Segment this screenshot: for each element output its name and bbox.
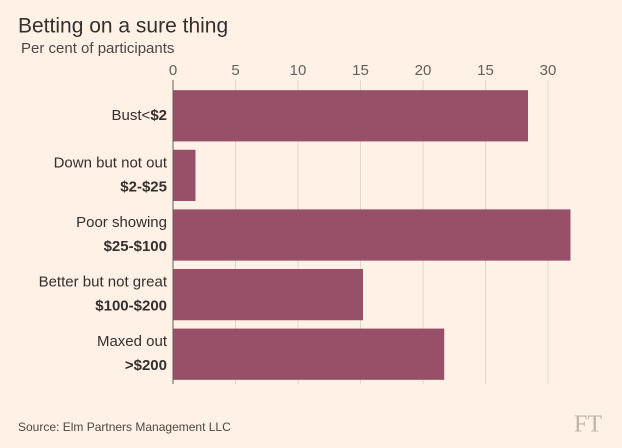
chart-subtitle: Per cent of participants — [21, 40, 174, 57]
y-tick-label: Poor showing $25-$100 — [76, 214, 167, 255]
y-tick-label: Maxed out >$200 — [97, 333, 168, 374]
x-tick-label: 10 — [290, 62, 307, 79]
bar — [173, 90, 528, 142]
category-range: $100-$200 — [95, 298, 167, 315]
x-tick-label: 15 — [352, 62, 369, 79]
x-tick-label: 0 — [169, 62, 177, 79]
bar — [173, 328, 445, 380]
bar — [173, 209, 571, 261]
category-range: >$200 — [125, 357, 167, 374]
category-range: $2 — [150, 107, 167, 124]
category-name: Maxed out — [97, 333, 168, 350]
category-name: Bust< — [112, 107, 151, 124]
x-tick-label: 30 — [540, 62, 557, 79]
logo: FT — [574, 412, 602, 438]
bar — [173, 149, 196, 202]
y-tick-label: Better but not great $100-$200 — [39, 274, 168, 315]
chart-title: Betting on a sure thing — [18, 15, 228, 38]
y-tick-label: Bust<$2 — [112, 107, 167, 124]
source: Source: Elm Partners Management LLC — [18, 420, 231, 434]
x-tick-label: 5 — [231, 62, 239, 79]
y-tick-label: Down but not out $2-$25 — [54, 154, 168, 195]
x-tick-label: 15 — [477, 62, 494, 79]
category-name: Better but not great — [39, 274, 168, 291]
category-range: $2-$25 — [120, 178, 167, 195]
category-name: Poor showing — [76, 214, 167, 231]
category-name: Down but not out — [54, 154, 168, 171]
category-range: $25-$100 — [104, 238, 167, 255]
bar — [173, 268, 363, 321]
x-tick-label: 20 — [415, 62, 432, 79]
